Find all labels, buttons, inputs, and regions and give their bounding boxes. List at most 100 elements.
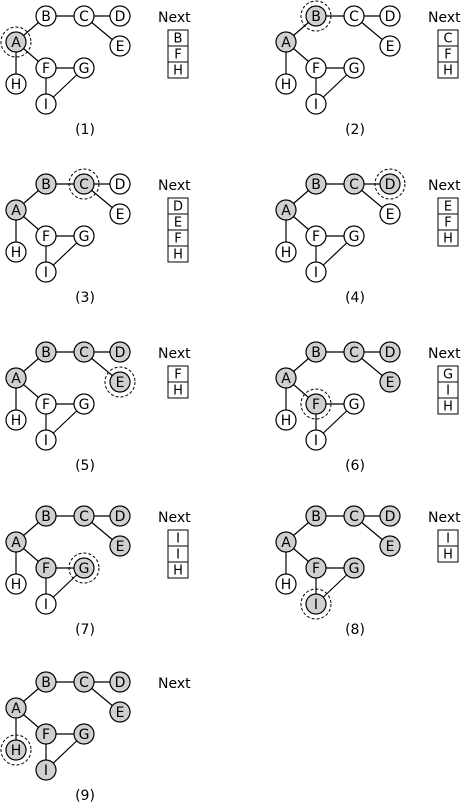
node-D-label: D	[115, 9, 126, 25]
node-E-label: E	[116, 207, 125, 223]
queue-item-label: B	[174, 32, 183, 47]
node-A-label: A	[11, 371, 21, 387]
node-C-circle	[73, 505, 95, 527]
step-label: (3)	[75, 290, 95, 306]
node-C-label: C	[79, 345, 89, 361]
queue-item-label: H	[443, 232, 453, 247]
current-node-highlight	[300, 0, 332, 32]
node-F-circle	[35, 225, 57, 247]
node-F-label: F	[42, 727, 50, 743]
node-B-label: B	[41, 9, 51, 25]
node-G-circle	[73, 393, 95, 415]
node-I-circle	[305, 261, 327, 283]
node-B-label: B	[41, 345, 51, 361]
queue-cell	[437, 229, 459, 247]
node-G-label: G	[79, 229, 90, 245]
node-F-label: F	[42, 229, 50, 245]
node-E-circle	[109, 371, 131, 393]
node-E-label: E	[386, 207, 395, 223]
queue-cell	[167, 245, 189, 263]
node-F-label: F	[42, 61, 50, 77]
node-D-label: D	[115, 177, 126, 193]
node-C-circle	[343, 5, 365, 27]
node-A-label: A	[11, 203, 21, 219]
queue-item-label: F	[174, 48, 181, 63]
node-E-label: E	[116, 539, 125, 555]
node-E-label: E	[116, 39, 125, 55]
next-queue-header: Next	[158, 10, 191, 26]
step-label: (1)	[75, 122, 95, 138]
node-H-circle	[5, 241, 27, 263]
node-I-label: I	[44, 97, 48, 113]
node-B-label: B	[41, 509, 51, 525]
node-A-circle	[5, 531, 27, 553]
node-F-label: F	[42, 561, 50, 577]
node-B-circle	[305, 5, 327, 27]
node-C-circle	[73, 5, 95, 27]
node-F-circle	[35, 57, 57, 79]
node-E-circle	[379, 35, 401, 57]
node-A-label: A	[11, 35, 21, 51]
node-A-label: A	[11, 701, 21, 717]
node-G-label: G	[349, 397, 360, 413]
queue-cell	[437, 61, 459, 79]
queue-item-label: F	[174, 368, 181, 383]
node-C-label: C	[79, 675, 89, 691]
queue-item-label: D	[173, 200, 183, 215]
step-label: (9)	[75, 788, 95, 804]
queue-item-label: F	[444, 216, 451, 231]
queue-cell	[437, 545, 459, 563]
node-G-circle	[73, 723, 95, 745]
node-G-label: G	[349, 61, 360, 77]
node-I-label: I	[44, 265, 48, 281]
step-label: (6)	[345, 458, 365, 474]
node-G-label: G	[349, 561, 360, 577]
node-G-label: G	[79, 397, 90, 413]
node-C-circle	[343, 173, 365, 195]
node-C-label: C	[79, 509, 89, 525]
node-C-label: C	[79, 9, 89, 25]
next-queue-header: Next	[428, 178, 461, 194]
node-D-label: D	[115, 509, 126, 525]
node-F-label: F	[312, 561, 320, 577]
node-G-label: G	[349, 229, 360, 245]
node-F-label: F	[312, 61, 320, 77]
node-A-circle	[275, 31, 297, 53]
node-G-circle	[343, 57, 365, 79]
queue-item-label: G	[443, 368, 453, 383]
node-H-label: H	[281, 577, 292, 593]
node-E-label: E	[386, 539, 395, 555]
node-H-circle	[275, 409, 297, 431]
node-D-label: D	[385, 9, 396, 25]
node-A-label: A	[281, 535, 291, 551]
current-node-highlight	[104, 366, 136, 398]
node-D-circle	[109, 5, 131, 27]
node-I-circle	[305, 593, 327, 615]
step-label: (2)	[345, 122, 365, 138]
node-C-circle	[343, 505, 365, 527]
node-I-circle	[35, 759, 57, 781]
node-I-circle	[305, 429, 327, 451]
node-I-circle	[35, 261, 57, 283]
queue-item-label: I	[176, 548, 180, 563]
node-D-circle	[379, 505, 401, 527]
node-H-label: H	[281, 413, 292, 429]
node-H-circle	[5, 73, 27, 95]
node-A-label: A	[281, 371, 291, 387]
node-B-label: B	[311, 509, 321, 525]
node-F-circle	[305, 57, 327, 79]
node-F-label: F	[42, 397, 50, 413]
node-D-circle	[379, 341, 401, 363]
node-A-circle	[5, 199, 27, 221]
node-I-label: I	[44, 433, 48, 449]
node-H-circle	[5, 739, 27, 761]
node-A-label: A	[281, 35, 291, 51]
node-H-circle	[275, 241, 297, 263]
node-D-label: D	[385, 509, 396, 525]
node-F-circle	[305, 393, 327, 415]
queue-item-label: H	[173, 564, 183, 579]
